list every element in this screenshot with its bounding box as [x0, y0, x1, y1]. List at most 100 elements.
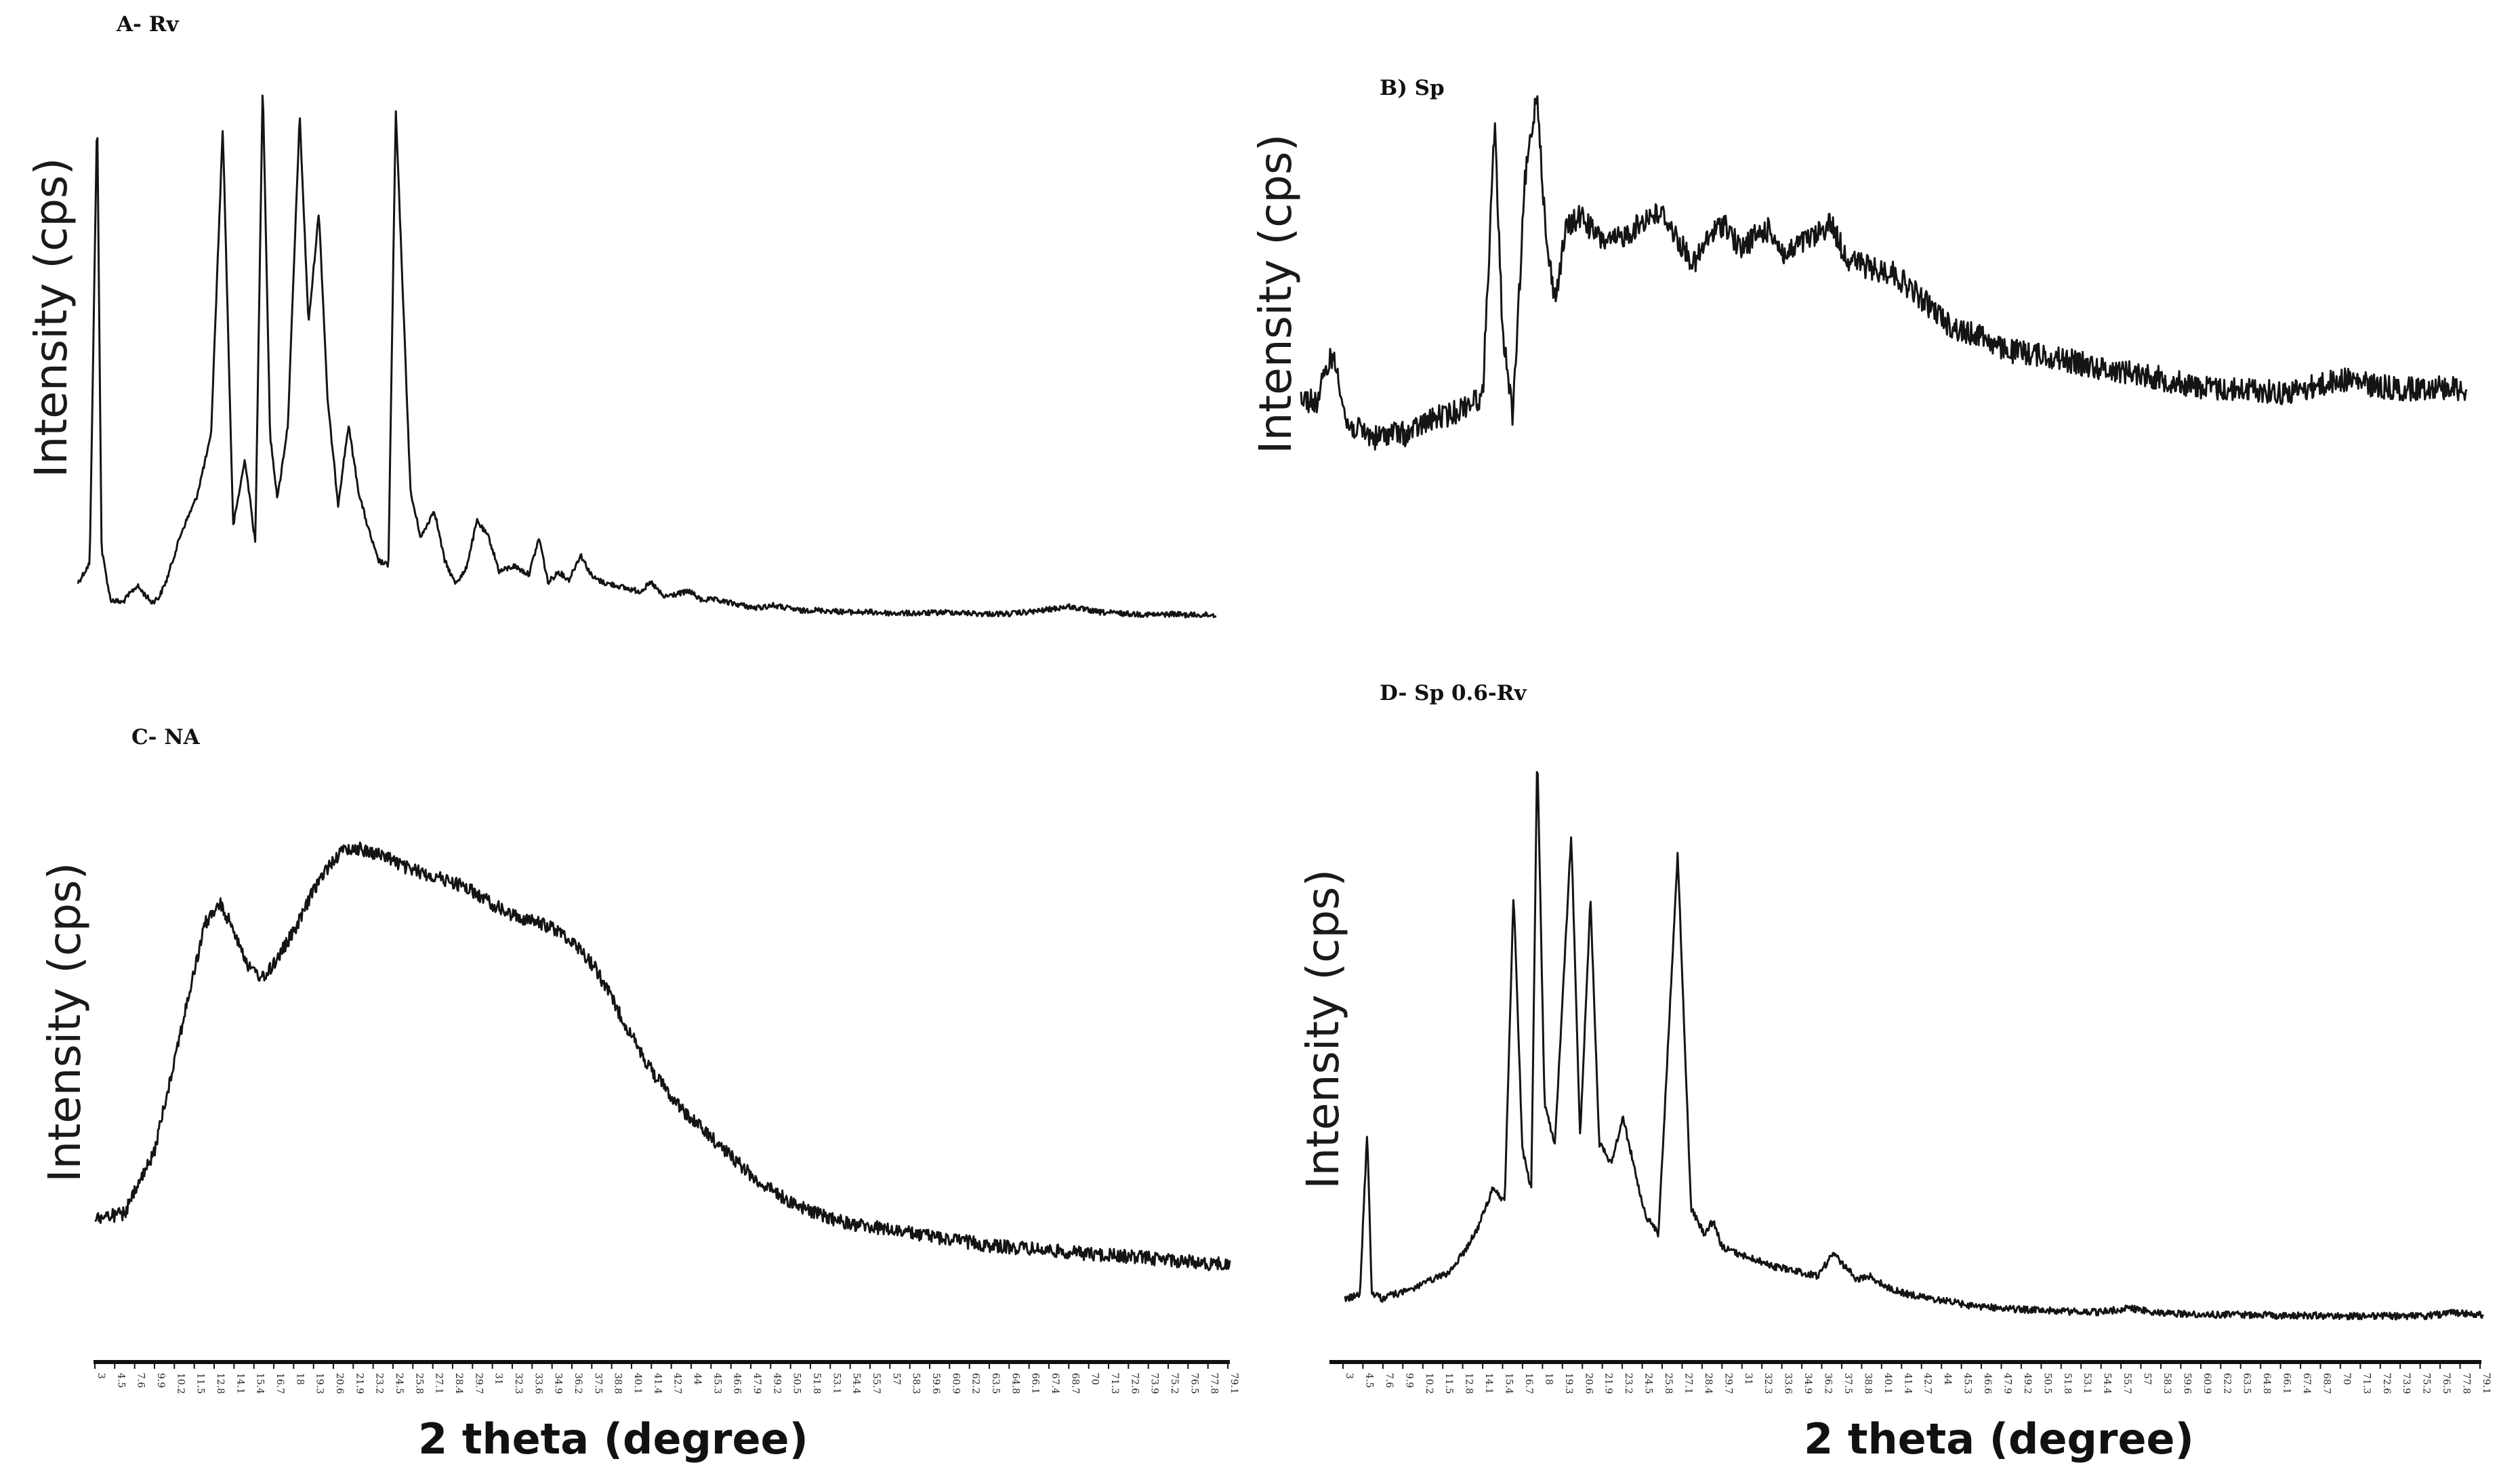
panel-d-tick-label: 70 — [2341, 1373, 2352, 1385]
panel-c-tick-label: 72.6 — [1129, 1373, 1140, 1394]
panel-d-tick-label: 66.1 — [2281, 1373, 2292, 1394]
panel-c-tick-label: 50.5 — [791, 1373, 802, 1394]
panel-d-tick-label: 50.5 — [2042, 1373, 2052, 1394]
panel-d-tick-label: 3 — [1344, 1373, 1355, 1379]
panel-d-tick-label: 4.5 — [1363, 1373, 1374, 1388]
panel-c-tick-label: 38.8 — [613, 1373, 623, 1394]
panel-d-tick-label: 53.1 — [2082, 1373, 2092, 1394]
panel-d-tick-label: 62.2 — [2221, 1373, 2232, 1394]
panel-c-tick-label: 58.3 — [911, 1373, 922, 1394]
panel-c-tick-label: 76.5 — [1189, 1373, 1199, 1394]
panel-c-tick-label: 34.9 — [553, 1373, 564, 1394]
panel-c-tick-label: 18 — [294, 1373, 305, 1385]
panel-c-tick-label: 70 — [1090, 1373, 1100, 1385]
panel-c-tick-label: 55.7 — [871, 1373, 882, 1394]
panel-c-tick-label: 32.3 — [513, 1373, 524, 1394]
panel-c-tick-label: 75.2 — [1169, 1373, 1180, 1394]
panel-d-tick-label: 49.2 — [2022, 1373, 2033, 1394]
panel-d-tick-label: 42.7 — [1922, 1373, 1933, 1394]
panel-c-tick-label: 71.3 — [1109, 1373, 1120, 1394]
panel-c-tick-label: 37.5 — [592, 1373, 603, 1394]
panel-c-tick-label: 51.8 — [811, 1373, 822, 1394]
panel-c-tick-label: 21.9 — [354, 1373, 365, 1394]
panel-d-tick-label: 46.6 — [1982, 1373, 1993, 1394]
panel-a-title: A- Rv — [116, 12, 179, 37]
panel-c-tick-label: 14.1 — [234, 1373, 245, 1394]
panel-c-tick-label: 3 — [96, 1373, 106, 1379]
panel-d-tick-label: 73.9 — [2401, 1373, 2412, 1394]
panel-b-sp: B) Sp Intensity (cps) — [1250, 76, 2468, 454]
panel-d-tick-label: 20.6 — [1583, 1373, 1594, 1394]
panel-d-tick-label: 28.4 — [1703, 1373, 1714, 1394]
panel-c-tick-label: 4.5 — [115, 1373, 126, 1388]
panel-d-xlabel: 2 theta (degree) — [1804, 1414, 2194, 1464]
panel-d-tick-label: 40.1 — [1882, 1373, 1893, 1394]
panel-c-tick-label: 73.9 — [1149, 1373, 1160, 1394]
panel-d-tick-label: 44 — [1942, 1373, 1953, 1385]
panel-c-tick-label: 40.1 — [632, 1373, 643, 1394]
panel-d-tick-label: 9.9 — [1403, 1373, 1414, 1388]
panel-d-tick-label: 71.3 — [2361, 1373, 2372, 1394]
panel-b-ylabel: Intensity (cps) — [1250, 134, 1302, 454]
panel-d-tick-label: 19.3 — [1563, 1373, 1574, 1394]
panel-c-tick-label: 41.4 — [652, 1373, 663, 1394]
panel-c-tick-label: 60.9 — [950, 1373, 961, 1394]
panel-d-tick-label: 37.5 — [1842, 1373, 1853, 1394]
panel-d-tick-label: 55.7 — [2122, 1373, 2132, 1394]
panel-c-tick-label: 47.9 — [751, 1373, 762, 1394]
panel-b-title: B) Sp — [1380, 76, 1445, 100]
panel-c-tick-label: 19.3 — [314, 1373, 325, 1394]
panel-d-tick-label: 18 — [1543, 1373, 1554, 1385]
panel-d-tick-label: 38.8 — [1862, 1373, 1873, 1394]
panel-d-tick-label: 77.8 — [2461, 1373, 2472, 1394]
panel-d-tick-label: 10.2 — [1424, 1373, 1434, 1394]
panel-c-tick-label: 79.1 — [1228, 1373, 1239, 1394]
panel-d-tick-label: 24.5 — [1643, 1373, 1654, 1394]
panel-d-tick-label: 60.9 — [2202, 1373, 2212, 1394]
panel-d-tick-label: 32.3 — [1762, 1373, 1773, 1394]
panel-d-tick-label: 15.4 — [1504, 1373, 1514, 1394]
panel-c-na: C- NA Intensity (cps) 3 4.5 7.6 9.9 10.2 11.5… — [39, 725, 1239, 1464]
panel-d-sp-rv: D- Sp 0.6-Rv Intensity (cps) 3 4.5 7.6 9.9 1… — [1297, 681, 2492, 1464]
panel-d-tick-label: 57 — [2142, 1373, 2153, 1385]
panel-d-tick-label: 68.7 — [2321, 1373, 2332, 1394]
panel-d-tick-label: 16.7 — [1523, 1373, 1534, 1394]
panel-c-ylabel: Intensity (cps) — [39, 863, 91, 1182]
panel-c-tick-label: 53.1 — [831, 1373, 842, 1394]
panel-c-tick-label: 7.6 — [136, 1373, 146, 1388]
panel-d-tick-label: 67.4 — [2301, 1373, 2312, 1394]
panel-c-title: C- NA — [131, 725, 201, 749]
panel-c-tick-label: 31 — [493, 1373, 504, 1385]
panel-d-tick-label: 76.5 — [2441, 1373, 2452, 1394]
panel-c-tick-label: 27.1 — [434, 1373, 445, 1394]
panel-c-tick-label: 42.7 — [672, 1373, 683, 1394]
panel-c-tick-label: 11.5 — [195, 1373, 206, 1394]
panel-c-tick-label: 33.6 — [533, 1373, 543, 1394]
panel-d-tick-label: 7.6 — [1384, 1373, 1395, 1388]
panel-c-tick-label: 68.7 — [1069, 1373, 1080, 1394]
panel-c-tick-label: 59.6 — [930, 1373, 941, 1394]
panel-d-tick-label: 59.6 — [2181, 1373, 2192, 1394]
panel-d-tick-label: 45.3 — [1962, 1373, 1973, 1394]
panel-d-tick-label: 12.8 — [1464, 1373, 1474, 1394]
panel-d-tick-label: 51.8 — [2062, 1373, 2073, 1394]
panel-d-tick-label: 27.1 — [1683, 1373, 1694, 1394]
panel-d-tick-label: 36.2 — [1823, 1373, 1834, 1394]
panel-d-trace — [1344, 770, 2485, 1321]
panel-c-tick-label: 28.4 — [453, 1373, 464, 1394]
panel-d-tick-label: 23.2 — [1623, 1373, 1634, 1394]
panel-d-tick-label: 21.9 — [1603, 1373, 1614, 1394]
panel-c-tick-label: 54.4 — [851, 1373, 862, 1394]
panel-c-tick-label: 12.8 — [215, 1373, 226, 1394]
panel-c-trace — [94, 841, 1231, 1271]
panel-c-tick-label: 36.2 — [573, 1373, 583, 1394]
panel-d-tick-label: 41.4 — [1902, 1373, 1913, 1394]
panel-a-trace — [77, 94, 1217, 619]
panel-c-tick-label: 29.7 — [473, 1373, 484, 1394]
panel-c-tick-label: 44 — [692, 1373, 703, 1385]
panel-d-tick-label: 63.5 — [2242, 1373, 2252, 1394]
panel-a-ylabel: Intensity (cps) — [25, 158, 77, 478]
panel-d-tick-label: 31 — [1743, 1373, 1754, 1385]
panel-d-tick-label: 25.8 — [1663, 1373, 1674, 1394]
